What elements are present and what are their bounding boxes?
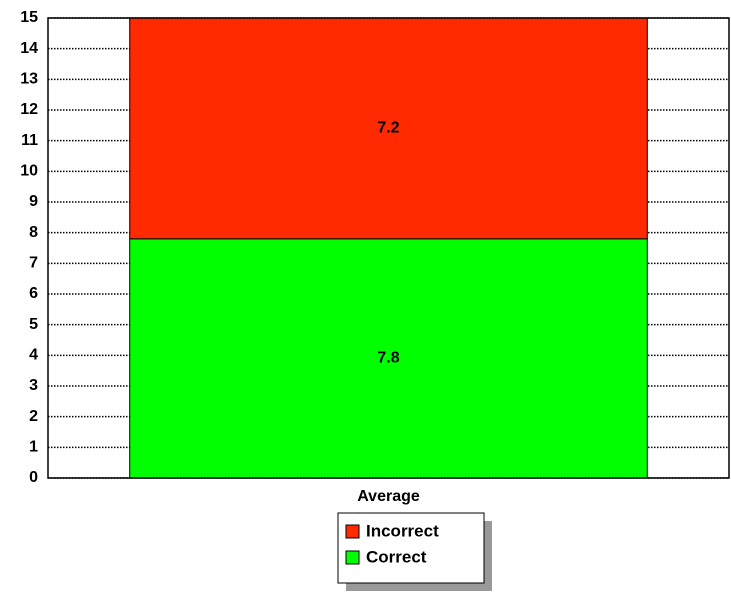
y-tick-label: 3: [29, 377, 38, 394]
x-tick-label: Average: [357, 488, 420, 505]
y-tick-label: 10: [20, 163, 38, 180]
value-label: 7.8: [377, 350, 399, 367]
y-tick-label: 6: [29, 285, 38, 302]
plot-frame: [47, 17, 730, 479]
y-tick-label: 4: [29, 347, 38, 364]
value-label: 7.2: [377, 120, 399, 137]
y-tick-label: 5: [29, 316, 38, 333]
y-tick-label: 2: [29, 408, 38, 425]
legend-swatch: [345, 524, 360, 539]
y-tick-label: 1: [29, 439, 38, 456]
y-tick-label: 11: [21, 132, 38, 149]
legend-swatch: [345, 550, 360, 565]
legend-box: [337, 512, 485, 584]
y-tick-label: 15: [20, 9, 38, 26]
y-tick-label: 13: [20, 71, 38, 88]
y-tick-label: 7: [29, 255, 38, 272]
legend-label: Correct: [366, 547, 427, 566]
legend-label: Incorrect: [366, 521, 439, 540]
y-tick-label: 9: [29, 193, 38, 210]
bar-segment: [129, 238, 648, 479]
y-tick-label: 8: [29, 224, 38, 241]
y-tick-label: 14: [20, 40, 38, 57]
bar-segment: [129, 17, 648, 240]
y-tick-label: 12: [20, 101, 38, 118]
y-tick-label: 0: [29, 469, 38, 486]
